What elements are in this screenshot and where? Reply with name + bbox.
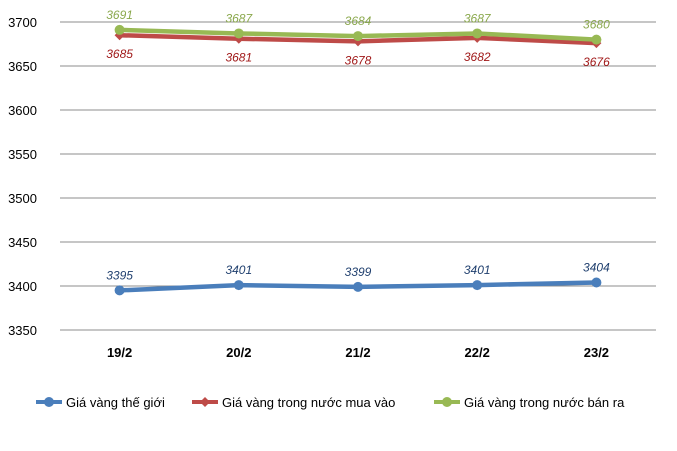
series-group	[114, 24, 602, 296]
data-label: 3687	[464, 11, 492, 25]
data-label: 3399	[345, 265, 372, 279]
legend-label: Giá vàng trong nước bán ra	[464, 395, 625, 410]
data-labels: 3395 3401 3399 3401 3404 3685 3681 3678 3682 3676…	[106, 8, 610, 282]
data-point	[353, 31, 363, 42]
data-label: 3685	[106, 47, 133, 61]
data-label: 3395	[106, 268, 133, 282]
x-tick-label: 22/2	[465, 345, 490, 360]
data-label: 3678	[345, 53, 372, 67]
y-tick-label: 3400	[8, 279, 37, 294]
x-axis: 19/2 20/2 21/2 22/2 23/2	[107, 345, 609, 360]
data-label: 3682	[464, 50, 491, 64]
y-tick-label: 3550	[8, 147, 37, 162]
data-point	[591, 277, 602, 288]
data-label: 3684	[345, 14, 372, 28]
data-point	[233, 28, 244, 39]
data-label: 3691	[106, 8, 133, 22]
y-tick-label: 3500	[8, 191, 37, 206]
legend-marker	[44, 397, 54, 407]
data-point	[591, 34, 602, 45]
legend-label: Giá vàng trong nước mua vào	[222, 395, 395, 410]
y-tick-label: 3650	[8, 59, 37, 74]
data-label: 3401	[464, 263, 491, 277]
data-label: 3401	[225, 263, 252, 277]
x-tick-label: 19/2	[107, 345, 132, 360]
data-label: 3681	[225, 51, 252, 65]
data-point	[353, 281, 363, 292]
y-tick-label: 3450	[8, 235, 37, 250]
data-point	[114, 285, 125, 296]
data-point	[472, 280, 483, 291]
legend: Giá vàng thế giới Giá vàng trong nước mua…	[36, 395, 625, 410]
data-label: 3404	[583, 260, 610, 274]
x-tick-label: 23/2	[584, 345, 609, 360]
data-label: 3680	[583, 18, 610, 32]
data-point	[233, 280, 244, 291]
legend-label: Giá vàng thế giới	[66, 395, 165, 410]
data-point	[114, 24, 125, 35]
legend-marker	[442, 397, 452, 407]
y-tick-label: 3600	[8, 103, 37, 118]
data-label: 3676	[583, 55, 610, 69]
x-tick-label: 20/2	[226, 345, 251, 360]
x-tick-label: 21/2	[345, 345, 370, 360]
data-point	[472, 28, 483, 39]
y-tick-label: 3350	[8, 323, 37, 338]
y-axis: 3350 3400 3450 3500 3550 3600 3650 3700	[8, 15, 37, 338]
data-label: 3687	[225, 11, 253, 25]
legend-marker	[200, 397, 210, 407]
y-tick-label: 3700	[8, 15, 37, 30]
gridlines	[60, 21, 656, 331]
